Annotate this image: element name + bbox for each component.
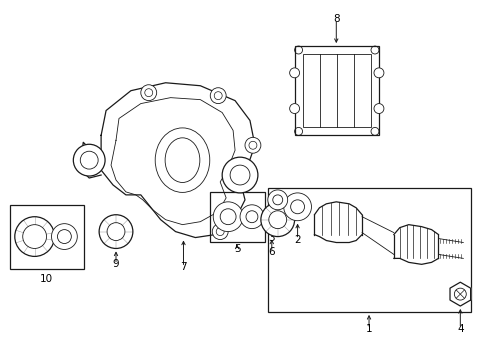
Text: 8: 8 bbox=[332, 14, 339, 24]
Polygon shape bbox=[393, 225, 438, 264]
Circle shape bbox=[267, 190, 287, 210]
Text: 4: 4 bbox=[456, 324, 463, 334]
Circle shape bbox=[51, 224, 77, 249]
Text: 7: 7 bbox=[180, 262, 186, 272]
Circle shape bbox=[212, 224, 228, 239]
Circle shape bbox=[15, 217, 54, 256]
Bar bbox=[210, 192, 264, 242]
Circle shape bbox=[373, 68, 383, 78]
Circle shape bbox=[240, 205, 264, 229]
Text: 10: 10 bbox=[40, 274, 53, 284]
Text: 9: 9 bbox=[112, 259, 119, 269]
Text: 1: 1 bbox=[365, 324, 371, 334]
Circle shape bbox=[73, 144, 105, 176]
Circle shape bbox=[283, 193, 311, 221]
Circle shape bbox=[289, 68, 299, 78]
Circle shape bbox=[210, 88, 225, 104]
Polygon shape bbox=[449, 282, 469, 306]
Circle shape bbox=[213, 202, 243, 231]
Bar bbox=[10, 205, 84, 269]
Polygon shape bbox=[314, 202, 361, 243]
Text: 5: 5 bbox=[233, 244, 240, 255]
Circle shape bbox=[289, 104, 299, 113]
Circle shape bbox=[244, 137, 260, 153]
Circle shape bbox=[222, 157, 257, 193]
Ellipse shape bbox=[155, 128, 209, 192]
Bar bbox=[267, 188, 470, 312]
Circle shape bbox=[99, 215, 133, 248]
Bar bbox=[302, 54, 370, 127]
Text: 3: 3 bbox=[268, 233, 275, 243]
Circle shape bbox=[373, 104, 383, 113]
Circle shape bbox=[260, 203, 294, 237]
Bar bbox=[294, 46, 378, 135]
Text: 6: 6 bbox=[268, 247, 275, 257]
Circle shape bbox=[141, 85, 156, 100]
Text: 2: 2 bbox=[294, 234, 300, 244]
